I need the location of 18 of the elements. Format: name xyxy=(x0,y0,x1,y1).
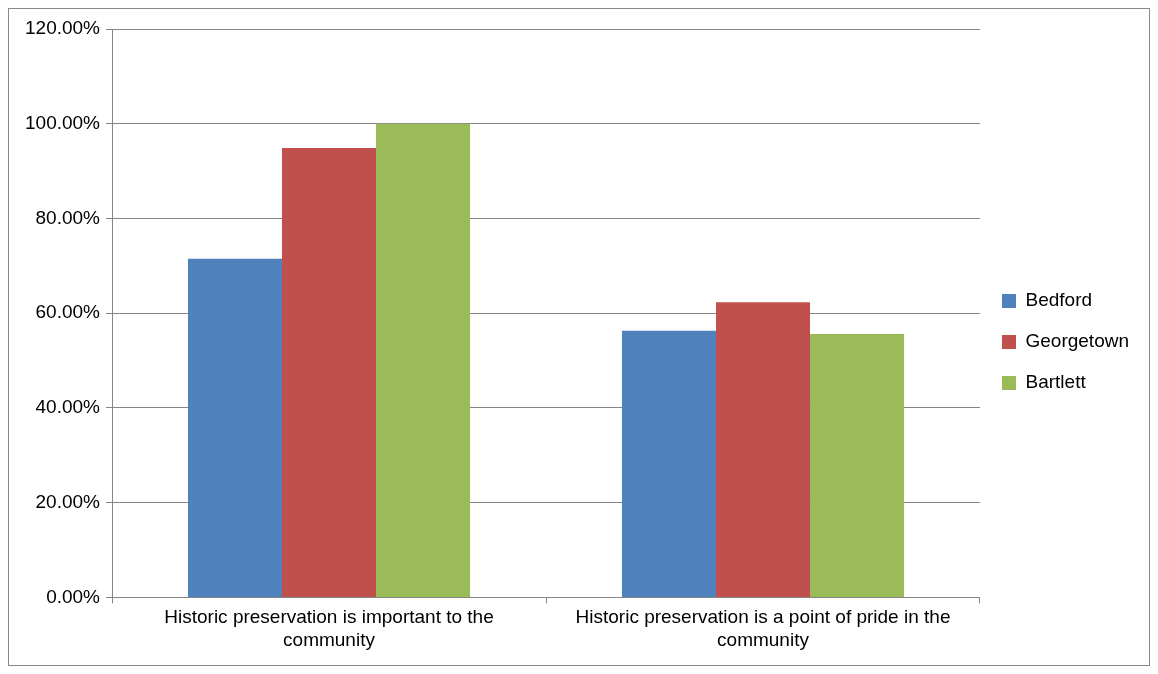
bar xyxy=(187,258,282,597)
y-tick-label: 80.00% xyxy=(35,206,101,228)
x-tick-label: Historic preservation is a point of pride in the community xyxy=(575,606,951,650)
bar xyxy=(376,123,471,597)
y-tick-label: 20.00% xyxy=(35,490,101,512)
y-tick-label: 120.00% xyxy=(24,17,101,39)
legend-label: Bedford xyxy=(1025,289,1093,311)
y-tick-label: 100.00% xyxy=(24,111,101,133)
bar xyxy=(281,147,377,597)
bar xyxy=(810,334,905,597)
bar xyxy=(715,302,811,597)
y-tick-label: 40.00% xyxy=(35,396,101,418)
y-tick-label: 0.00% xyxy=(46,585,101,607)
y-tick-label: 60.00% xyxy=(35,301,101,323)
bar xyxy=(621,330,716,597)
x-tick-label: Historic preservation is important to the community xyxy=(164,606,494,650)
legend-label: Bartlett xyxy=(1025,371,1087,393)
legend-label: Georgetown xyxy=(1025,330,1130,352)
